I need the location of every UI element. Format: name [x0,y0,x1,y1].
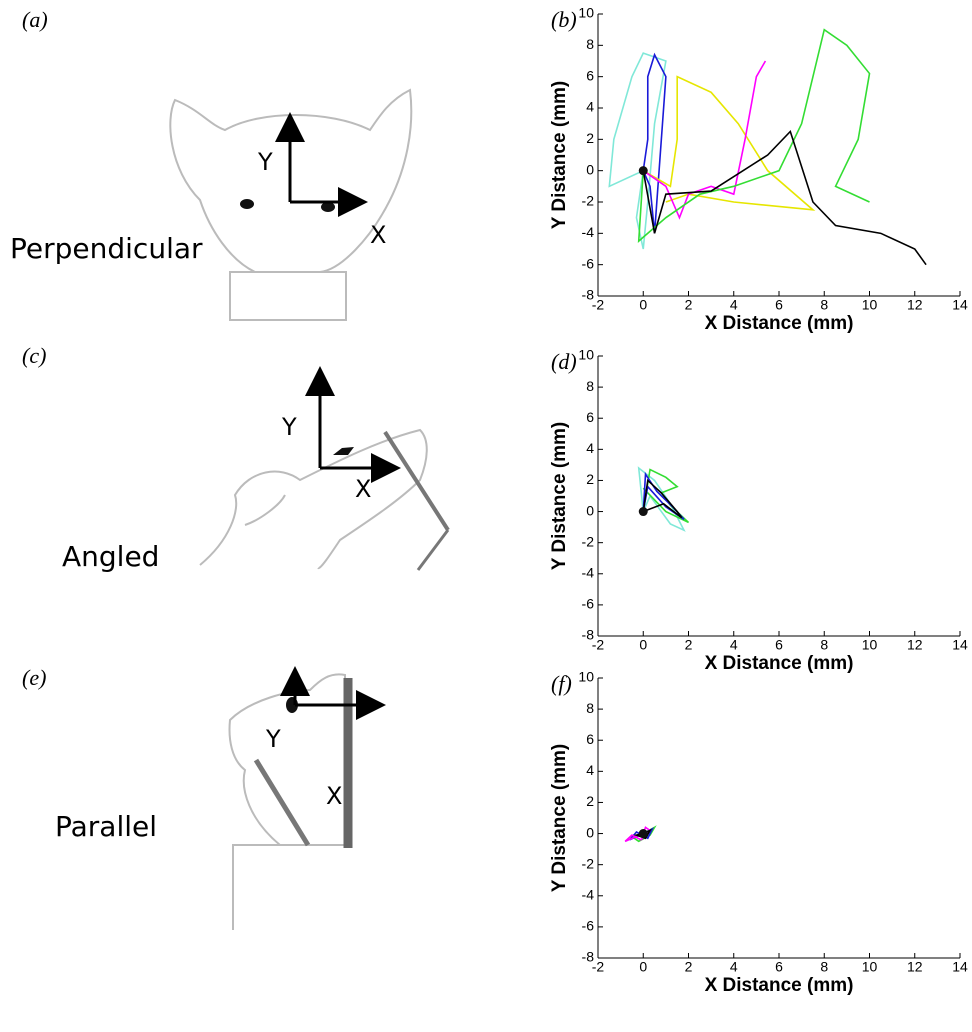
trajectory [642,129,927,266]
x-tick-label: 8 [820,959,828,975]
x-axis-title: X Distance (mm) [705,313,854,334]
x-tick-label: -2 [592,959,605,975]
x-tick-label: 12 [907,959,923,975]
trajectory [637,28,871,244]
x-tick-label: 6 [775,297,783,313]
caption: Angled [62,540,159,573]
start-point [638,507,648,517]
x-tick-label: 2 [685,637,693,653]
y-tick-label: 4 [586,99,594,115]
axis-y-label: Y [257,148,273,176]
y-tick-label: 2 [586,793,594,809]
y-tick-label: -6 [582,255,595,271]
x-tick-label: 8 [820,637,828,653]
head-sketch [169,88,413,321]
y-tick-label: -4 [582,886,595,902]
y-tick-label: 6 [586,409,594,425]
x-tick-label: 4 [730,959,738,975]
y-tick-label: -8 [582,287,595,303]
x-tick-label: 6 [775,637,783,653]
x-tick-label: 0 [639,959,647,975]
caption: Parallel [55,810,157,843]
x-axis-title: X Distance (mm) [705,653,854,674]
axis-y-label: Y [265,725,281,753]
x-tick-label: 10 [862,637,878,653]
y-tick-label: 0 [586,161,594,177]
x-tick-label: 2 [685,297,693,313]
y-tick-label: 6 [586,67,594,83]
y-tick-label: 10 [578,347,594,363]
caption: Perpendicular [10,232,203,265]
head-sketch [199,366,450,571]
y-tick-label: 4 [586,762,594,778]
panel-label: (e) [22,665,46,690]
axis-x-label: X [326,782,342,810]
y-tick-label: 10 [578,669,594,685]
x-tick-label: 12 [907,637,923,653]
x-tick-label: 12 [907,297,923,313]
start-point [638,829,648,839]
y-tick-label: 2 [586,130,594,146]
x-tick-label: 14 [952,637,968,653]
panel-label: (d) [551,349,577,374]
x-tick-label: 0 [639,297,647,313]
x-tick-label: 10 [862,959,878,975]
x-tick-label: 0 [639,637,647,653]
x-tick-label: 10 [862,297,878,313]
trajectory [642,52,667,234]
x-tick-label: -2 [592,637,605,653]
y-tick-label: -6 [582,596,595,612]
x-tick-label: 14 [952,297,968,313]
y-axis-title: Y Distance (mm) [549,81,570,230]
y-tick-label: -8 [582,627,595,643]
y-tick-label: 4 [586,440,594,456]
x-tick-label: 4 [730,297,738,313]
head-sketch [228,666,386,930]
y-tick-label: 0 [586,824,594,840]
y-tick-label: -8 [582,949,595,965]
y-tick-label: 8 [586,700,594,716]
y-tick-label: -4 [582,564,595,580]
panel-label: (a) [22,7,48,32]
trajectory [624,826,652,843]
y-tick-label: 0 [586,502,594,518]
y-tick-label: -2 [582,193,595,209]
y-tick-label: -2 [582,533,595,549]
y-axis-title: Y Distance (mm) [549,744,570,893]
trajectory [633,828,652,840]
axis-x-label: X [370,221,386,249]
trajectory [642,75,816,211]
axis-y-label: Y [281,413,297,441]
y-tick-label: 2 [586,471,594,487]
trajectory [608,52,667,250]
x-tick-label: 6 [775,959,783,975]
trajectory [642,60,767,220]
panel-label: (b) [551,7,577,32]
x-tick-label: 8 [820,297,828,313]
y-tick-label: -6 [582,918,595,934]
x-tick-label: 4 [730,637,738,653]
y-tick-label: 6 [586,731,594,747]
x-axis-title: X Distance (mm) [705,975,854,996]
trajectory [642,478,683,519]
panel-label: (f) [551,671,572,696]
panel-label: (c) [22,343,46,368]
y-tick-label: 8 [586,36,594,52]
x-tick-label: 14 [952,959,968,975]
y-axis-title: Y Distance (mm) [549,422,570,571]
axis-x-label: X [355,475,371,503]
x-tick-label: 2 [685,959,693,975]
y-tick-label: 8 [586,378,594,394]
y-tick-label: -4 [582,224,595,240]
y-tick-label: 10 [578,5,594,21]
x-tick-label: -2 [592,297,605,313]
start-point [638,166,648,176]
y-tick-label: -2 [582,855,595,871]
